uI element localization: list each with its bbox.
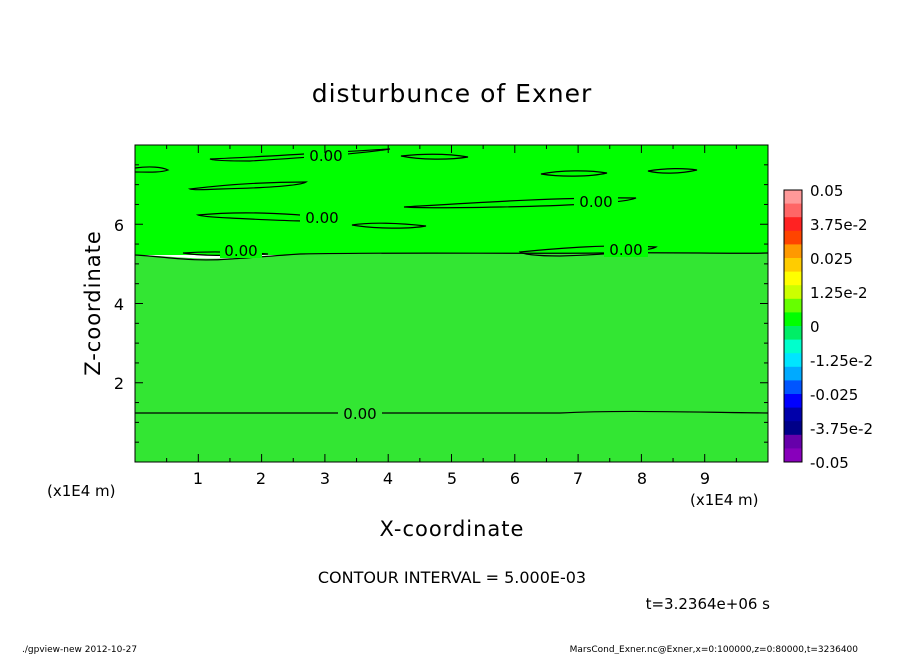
colorbar-label: 0.025 [810,250,853,268]
x-tick-labels: 1 2 3 4 5 6 7 8 9 [193,469,710,488]
contour-labels: 0.00 0.00 0.00 0.00 0.00 0.00 [220,147,648,423]
contour-label: 0.00 [309,147,342,165]
contour-label: 0.00 [224,242,257,260]
plot-area [135,145,768,462]
colorbar-segment [784,244,802,259]
colorbar-labels: 0.05 3.75e-2 0.025 1.25e-2 0 -1.25e-2 -0… [810,182,873,472]
colorbar-segment [784,421,802,436]
contour-interval-text: CONTOUR INTERVAL = 5.000E-03 [318,568,586,587]
colorbar-segment [784,394,802,409]
colorbar-segment [784,380,802,395]
contour-line [403,197,637,209]
colorbar-label: 0.05 [810,182,843,200]
time-text: t=3.2364e+06 s [646,595,771,613]
x-tick-label: 2 [256,469,266,488]
colorbar-segment [784,353,802,368]
colorbar-frame [783,189,803,463]
contour-line [209,148,391,162]
colorbar-segment [784,217,802,232]
contour-line [400,153,469,160]
colorbar-label: -0.025 [810,386,858,404]
plot-fill-lower [135,253,768,462]
contour-line [187,181,308,191]
axis-ticks [134,144,769,463]
y-tick-label: 4 [114,295,124,314]
footer-right: MarsCond_Exner.nc@Exner,x=0:100000,z=0:8… [570,645,859,654]
x-tick-label: 9 [700,469,710,488]
x-unit-right: (x1E4 m) [690,491,759,509]
colorbar [784,190,802,463]
x-tick-label: 5 [447,469,457,488]
colorbar-segment [784,339,802,354]
colorbar-label: 1.25e-2 [810,284,868,302]
contour-line [134,166,170,173]
contour-label: 0.00 [305,209,338,227]
x-axis-label: X-coordinate [380,517,525,541]
x-tick-label: 6 [510,469,520,488]
y-axis-label: Z-coordinate [81,230,105,376]
contour-line [134,410,769,415]
colorbar-segment [784,258,802,273]
colorbar-segment [784,285,802,300]
contour-label: 0.00 [579,193,612,211]
x-tick-label: 3 [320,469,330,488]
y-tick-labels: 2 4 6 [114,216,124,393]
colorbar-segment [784,298,802,313]
x-tick-label: 1 [193,469,203,488]
x-tick-label: 7 [573,469,583,488]
colorbar-segment [784,203,802,218]
contour-line [647,168,698,174]
colorbar-label: -1.25e-2 [810,352,873,370]
colorbar-segment [784,230,802,245]
chart-title: disturbunce of Exner [312,79,593,108]
colorbar-segment [784,407,802,422]
colorbar-segment [784,271,802,286]
colorbar-label: -3.75e-2 [810,420,873,438]
contour-line [182,251,269,256]
contour-line [540,170,608,177]
colorbar-segment [784,448,802,463]
y-tick-label: 2 [114,374,124,393]
colorbar-segment [784,366,802,381]
colorbar-segment [784,190,802,205]
colorbar-segment [784,312,802,327]
x-tick-label: 4 [383,469,393,488]
colorbar-label: 0 [810,318,820,336]
colorbar-label: -0.05 [810,454,849,472]
y-tick-label: 6 [114,216,124,235]
colorbar-label: 3.75e-2 [810,216,868,234]
colorbar-segment [784,434,802,449]
footer-left: ./gpview-new 2012-10-27 [22,645,137,654]
colorbar-segment [784,326,802,341]
contour-line [351,222,427,229]
contour-label: 0.00 [609,241,642,259]
x-tick-label: 8 [637,469,647,488]
contour-line [134,252,769,261]
x-unit-left: (x1E4 m) [47,482,116,500]
contour-label: 0.00 [343,405,376,423]
plot-fill-upper [135,145,768,255]
